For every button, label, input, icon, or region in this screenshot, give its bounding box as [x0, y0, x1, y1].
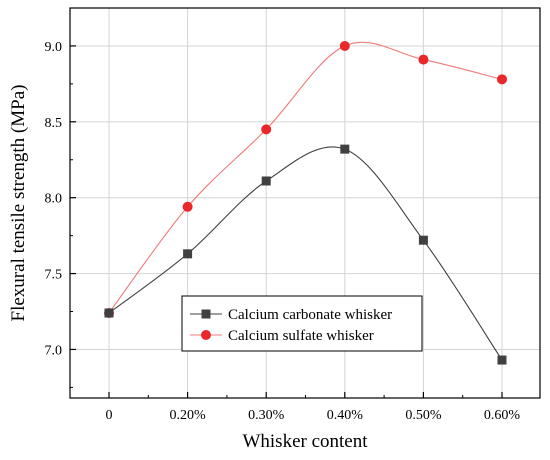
axis-ticks: 0 0.20% 0.30% 0.40% 0.50% 0.60% 7.0 7.5 8.0 8.5 9.…	[45, 40, 521, 423]
x-axis-title: Whisker content	[242, 431, 368, 452]
legend-marker-sulfate	[201, 330, 211, 340]
legend-box	[181, 295, 423, 352]
data-point-sulfate	[261, 124, 272, 135]
y-tick-label: 7.5	[45, 268, 63, 283]
data-point-carbonate	[104, 308, 114, 318]
data-point-sulfate	[497, 74, 507, 85]
y-axis-title: Flexural tensile strength (MPa)	[8, 85, 29, 322]
x-tick-label: 0.20%	[170, 408, 207, 423]
data-point-carbonate	[261, 176, 271, 186]
legend-label-sulfate: Calcium sulfate whisker	[228, 328, 374, 344]
x-tick-label: 0.50%	[405, 408, 442, 423]
legend: Calcium carbonate whisker Calcium sulfat…	[181, 295, 423, 352]
y-tick-label: 8.5	[45, 116, 63, 131]
y-tick-label: 9.0	[45, 40, 63, 55]
data-point-carbonate	[418, 235, 428, 245]
series-line-sulfate	[108, 41, 503, 314]
legend-label-carbonate: Calcium carbonate whisker	[228, 307, 392, 323]
data-point-carbonate	[340, 144, 350, 154]
x-tick-label: 0.40%	[327, 408, 364, 423]
x-tick-label: 0	[106, 408, 113, 423]
data-point-sulfate	[339, 40, 350, 51]
x-tick-label: 0.60%	[484, 408, 521, 423]
data-point-sulfate	[418, 54, 429, 65]
legend-marker-carbonate	[201, 309, 211, 319]
y-tick-label: 8.0	[45, 192, 63, 207]
grid-lines	[70, 8, 540, 398]
data-point-sulfate	[182, 201, 193, 212]
data-point-carbonate	[183, 249, 193, 259]
data-point-carbonate	[497, 355, 507, 365]
x-tick-label: 0.30%	[248, 408, 285, 423]
series-layer	[104, 40, 507, 365]
y-tick-label: 7.0	[45, 343, 63, 358]
